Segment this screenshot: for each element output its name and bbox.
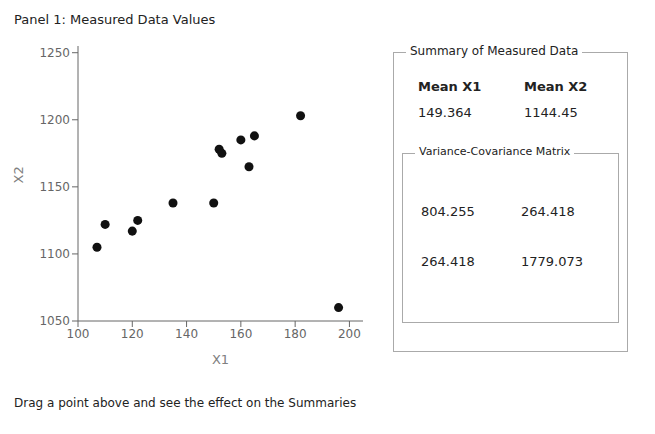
svg-text:100: 100 — [67, 327, 90, 341]
svg-text:1100: 1100 — [39, 247, 70, 261]
html-text:Drag a point above and see the: Drag a point above and see the effect on… — [14, 396, 357, 410]
html-text:1144.45: 1144.45 — [524, 105, 578, 120]
html-text:Panel 1: Measured Data Values: Panel 1: Measured Data Values — [14, 12, 216, 27]
html-text:Variance-Covariance Matrix: Variance-Covariance Matrix — [419, 145, 571, 158]
svg-text:X2: X2 — [11, 166, 26, 183]
html-text:804.255: 804.255 — [421, 204, 475, 219]
svg-text:180: 180 — [284, 327, 307, 341]
html-text:149.364: 149.364 — [418, 105, 472, 120]
svg-text:1200: 1200 — [39, 113, 70, 127]
svg-text:1150: 1150 — [39, 180, 70, 194]
html-text:Summary of Measured Data: Summary of Measured Data — [410, 44, 579, 58]
svg-text:1050: 1050 — [39, 314, 70, 328]
html-text:Mean X1: Mean X1 — [418, 79, 482, 94]
svg-text:200: 200 — [338, 327, 361, 341]
svg-text:140: 140 — [175, 327, 198, 341]
html-text:264.418: 264.418 — [521, 204, 575, 219]
html-text:Mean X2: Mean X2 — [524, 79, 588, 94]
svg-text:120: 120 — [121, 327, 144, 341]
svg-text:1250: 1250 — [39, 46, 70, 60]
svg-text:160: 160 — [229, 327, 252, 341]
html-text:1779.073: 1779.073 — [521, 254, 583, 269]
html-text:264.418: 264.418 — [421, 254, 475, 269]
svg-text:X1: X1 — [212, 352, 229, 367]
